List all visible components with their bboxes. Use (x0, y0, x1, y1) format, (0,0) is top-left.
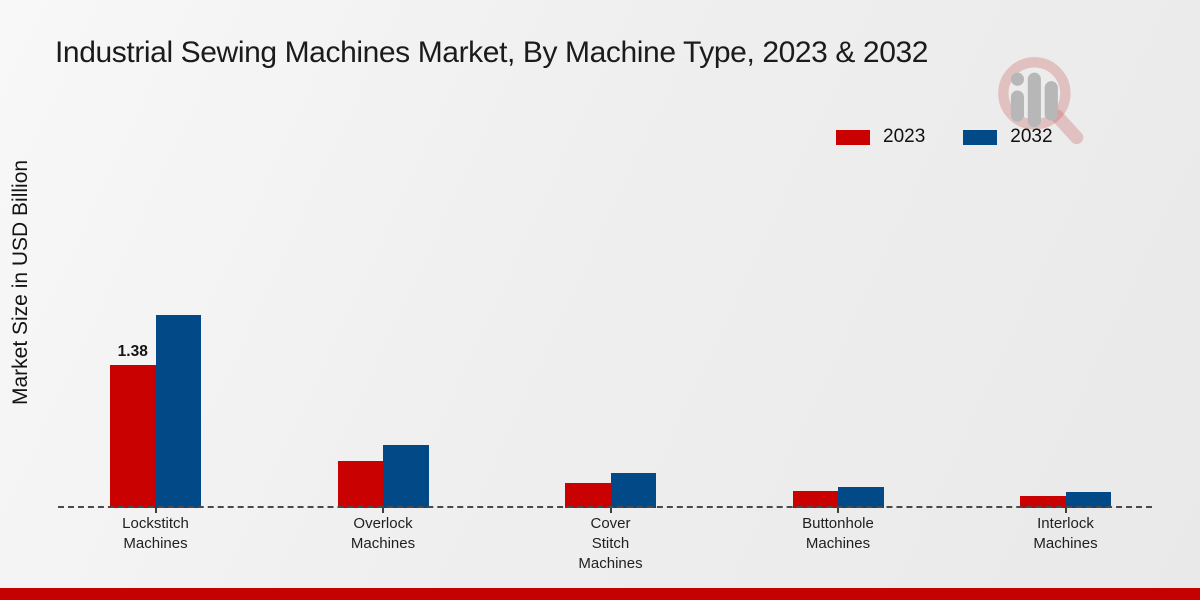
x-axis-category-label: Interlock Machines (1033, 515, 1098, 552)
bar-2023-1 (110, 365, 156, 508)
bar-2032-3 (610, 473, 656, 508)
bar-2032-2 (383, 445, 429, 508)
chart-title: Industrial Sewing Machines Market, By Ma… (55, 36, 929, 69)
x-axis-tick (154, 508, 157, 513)
bar-2023-5 (1020, 496, 1066, 508)
bar-2023-4 (792, 491, 838, 508)
legend-item-2023: 2023 (836, 126, 925, 148)
x-axis-baseline (58, 506, 1152, 508)
bar-2023-2 (337, 461, 383, 508)
bar-2032-1 (155, 315, 201, 508)
legend-swatch-2032-icon (963, 129, 998, 145)
bar-value-label: 1.38 (117, 343, 148, 360)
x-axis-tick (837, 508, 839, 513)
x-axis-tick (609, 508, 612, 513)
x-axis-category-label: Overlock Machines (350, 515, 416, 552)
legend-item-2032: 2032 (963, 126, 1053, 148)
bar-2032-4 (838, 487, 884, 508)
magnifier-bar-chart-logo-icon (998, 57, 1084, 145)
x-axis-tick (1064, 508, 1067, 513)
legend-swatch-2023-icon (836, 129, 870, 145)
x-axis-category-label: Lockstitch Machines (122, 515, 189, 552)
x-axis-category-label: Buttonhole Machines (802, 515, 874, 552)
bar-2023-3 (565, 483, 611, 508)
legend: 2023 2032 (836, 126, 1053, 148)
y-axis-label: Market Size in USD Billion (9, 159, 32, 406)
x-axis-tick (382, 508, 384, 513)
x-axis-category-label: Cover Stitch Machines (578, 515, 643, 572)
bar-2032-5 (1065, 492, 1111, 508)
legend-label-2032: 2032 (1010, 126, 1053, 147)
legend-label-2023: 2023 (883, 126, 926, 147)
footer-accent-bar (0, 588, 1200, 600)
